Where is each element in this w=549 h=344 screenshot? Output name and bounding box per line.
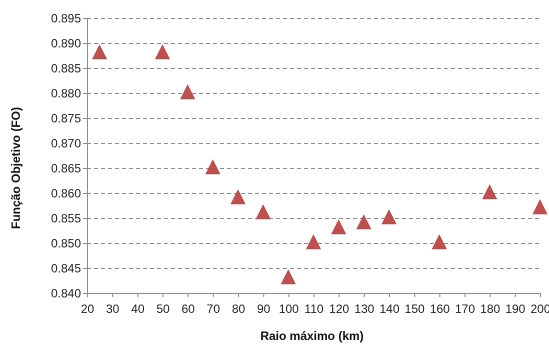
data-points	[92, 44, 548, 285]
x-tick-label: 110	[304, 302, 323, 316]
y-tick-label: 0.880	[51, 87, 81, 101]
y-tick-label: 0.845	[51, 262, 81, 276]
y-tick-label: 0.850	[51, 237, 81, 251]
y-tick-label: 0.865	[51, 162, 81, 176]
data-point-triangle	[280, 269, 296, 285]
tick-labels: 0.840 0.845 0.850 0.855 0.860 0.865 0.870 0.875…	[51, 12, 549, 317]
data-point-triangle	[155, 44, 170, 60]
x-tick-label: 120	[329, 302, 349, 316]
x-tick-label: 90	[257, 302, 271, 316]
y-tick-label: 0.855	[51, 212, 81, 226]
x-tick-label: 20	[81, 302, 95, 316]
gridlines	[87, 18, 540, 269]
axes	[83, 18, 541, 297]
y-axis-label: Função Objetivo (FO)	[9, 107, 23, 229]
data-point-triangle	[306, 234, 321, 250]
data-point-triangle	[255, 204, 271, 220]
data-point-triangle	[532, 199, 548, 215]
x-tick-label: 130	[354, 302, 374, 316]
data-point-triangle	[205, 159, 221, 175]
x-tick-label: 190	[505, 302, 525, 316]
data-point-triangle	[230, 189, 246, 205]
x-tick-label: 160	[430, 302, 450, 316]
x-tick-label: 140	[379, 302, 399, 316]
data-point-triangle	[180, 84, 196, 100]
x-tick-label: 180	[480, 302, 500, 316]
x-axis-label: Raio máximo (km)	[260, 329, 363, 343]
y-tick-label: 0.870	[51, 137, 81, 151]
x-tick-label: 40	[131, 302, 145, 316]
y-tick-label: 0.860	[51, 187, 81, 201]
y-tick-label: 0.885	[51, 62, 81, 76]
data-point-triangle	[431, 234, 447, 250]
x-tick-label: 70	[207, 302, 221, 316]
y-tick-label: 0.840	[51, 287, 81, 301]
y-tick-label: 0.890	[51, 37, 81, 51]
data-point-triangle	[92, 44, 108, 60]
data-point-triangle	[381, 209, 397, 225]
x-tick-label: 170	[455, 302, 475, 316]
x-tick-label: 60	[181, 302, 195, 316]
x-tick-label: 50	[156, 302, 170, 316]
x-tick-label: 200	[530, 302, 549, 316]
y-tick-label: 0.895	[51, 12, 81, 26]
data-point-triangle	[482, 184, 498, 200]
data-point-triangle	[356, 214, 372, 230]
y-tick-label: 0.875	[51, 112, 81, 126]
x-tick-label: 80	[232, 302, 246, 316]
data-point-triangle	[331, 219, 347, 235]
x-tick-label: 30	[106, 302, 120, 316]
x-tick-label: 150	[405, 302, 425, 316]
x-tick-label: 100	[279, 302, 299, 316]
